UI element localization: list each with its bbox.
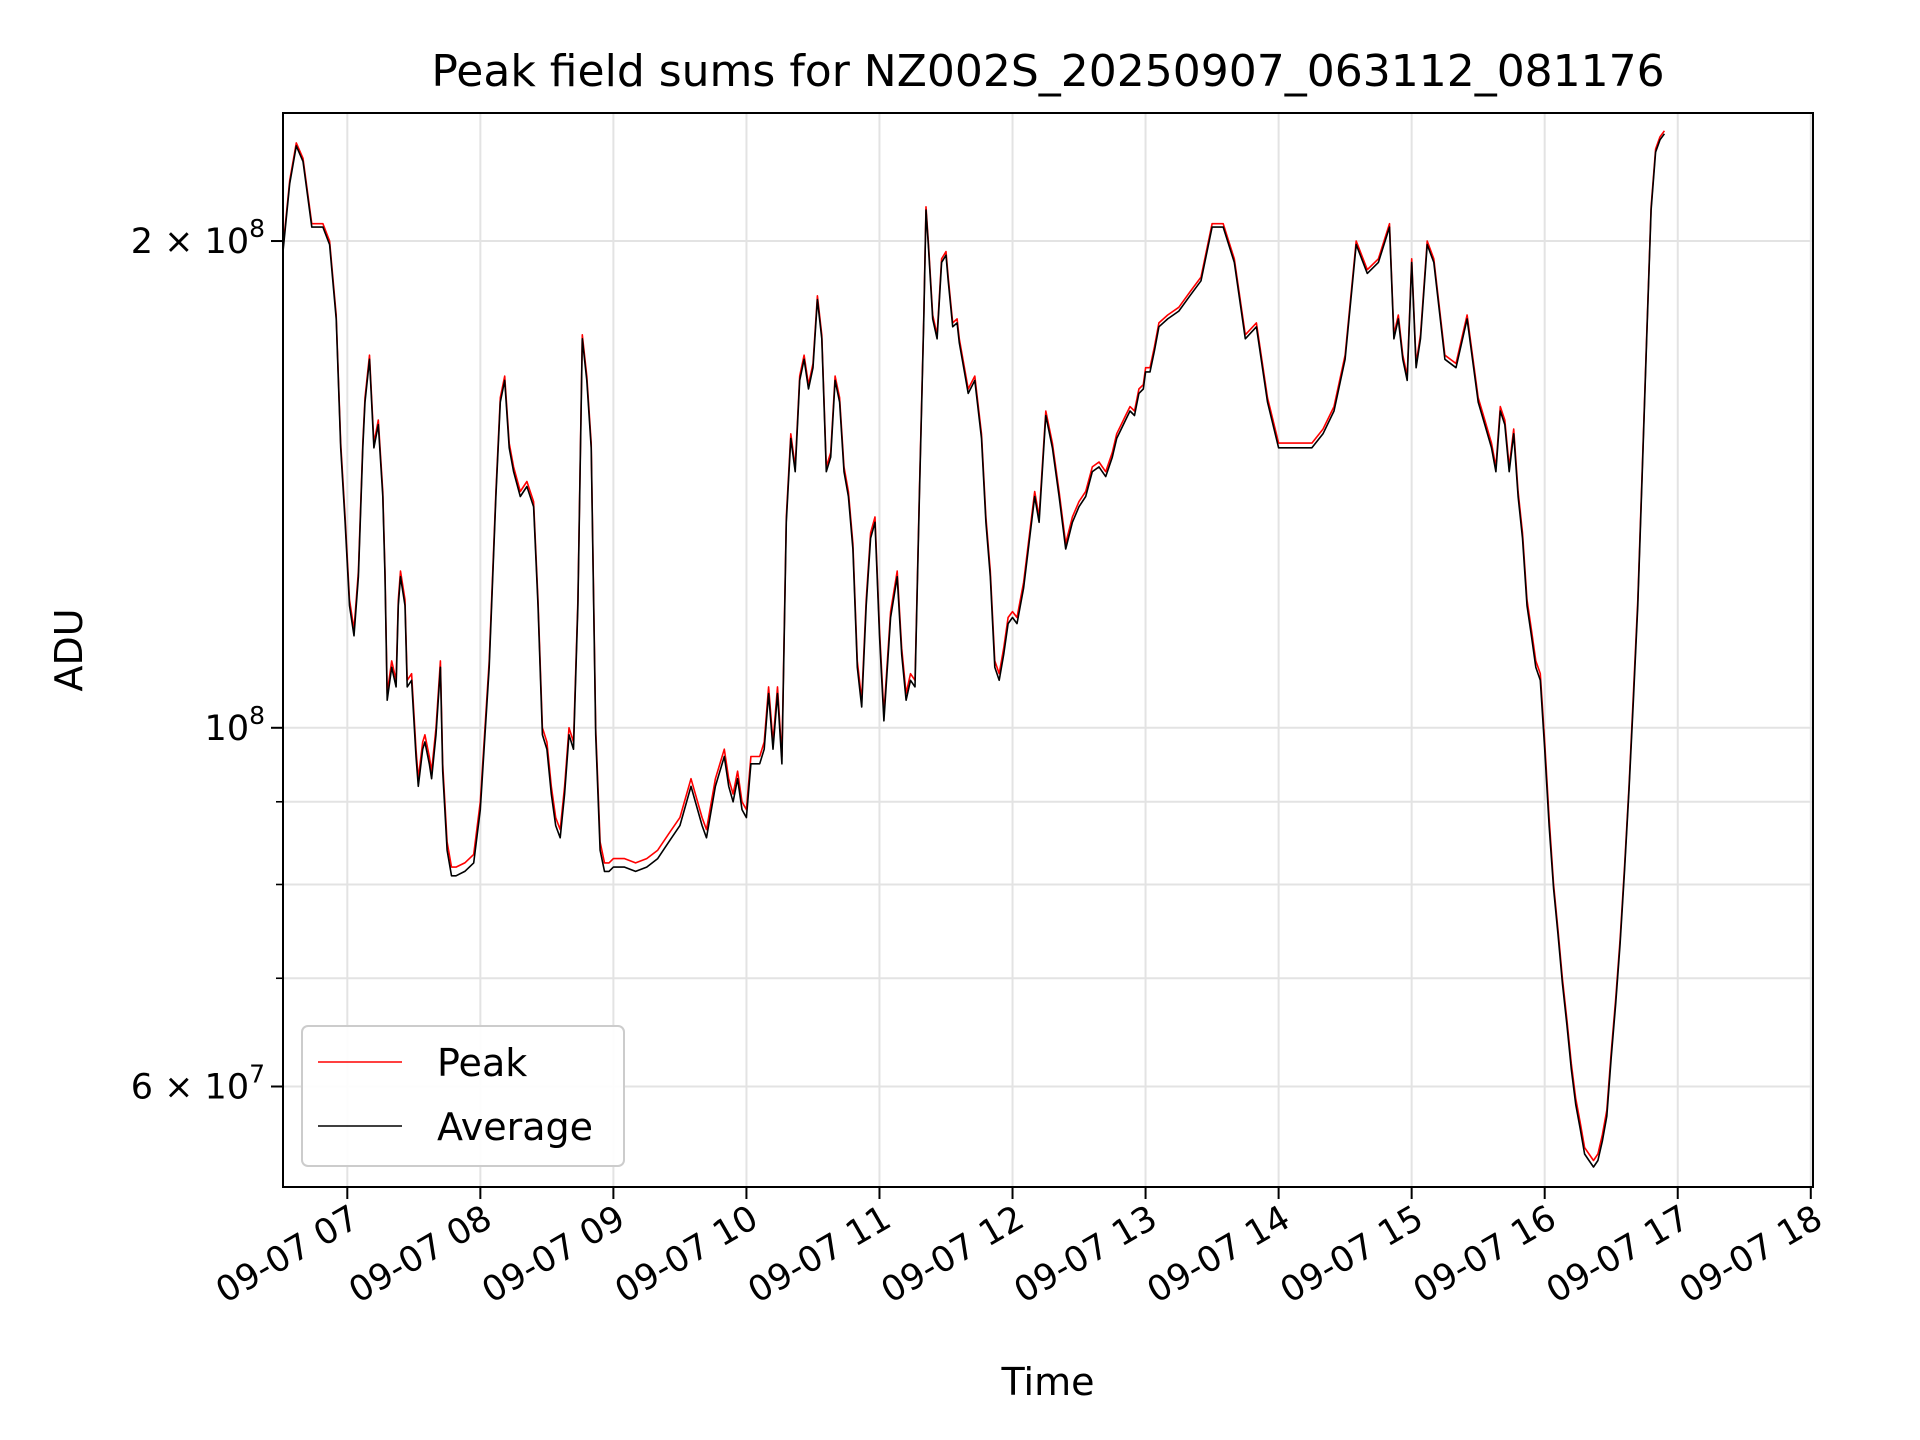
- series-lines: [282, 130, 1666, 1168]
- x-axis-label: Time: [1001, 1360, 1095, 1404]
- y-tick-label-exponent: 8: [249, 214, 265, 243]
- y-tick-label-base: 2 × 10: [131, 222, 249, 262]
- y-axis-label: ADU: [47, 608, 91, 691]
- legend-label-average: Average: [437, 1105, 593, 1149]
- y-tick-label-base: 10: [205, 709, 250, 749]
- grid: [283, 113, 1813, 1187]
- y-tick-label-exponent: 8: [249, 701, 265, 730]
- legend: Peak Average: [301, 1025, 625, 1167]
- series-line-average: [282, 133, 1666, 1168]
- chart-title: Peak field sums for NZ002S_20250907_0631…: [431, 46, 1664, 97]
- y-tick-label-exponent: 7: [249, 1060, 265, 1089]
- legend-box: [301, 1025, 625, 1167]
- y-tick-label: 6 × 107: [131, 1060, 265, 1108]
- legend-label-peak: Peak: [437, 1041, 527, 1085]
- plot-frame: [282, 112, 1814, 1188]
- y-tick-label: 108: [205, 701, 265, 749]
- y-tick-label: 2 × 108: [131, 214, 265, 262]
- y-tick-label-base: 6 × 10: [131, 1068, 249, 1108]
